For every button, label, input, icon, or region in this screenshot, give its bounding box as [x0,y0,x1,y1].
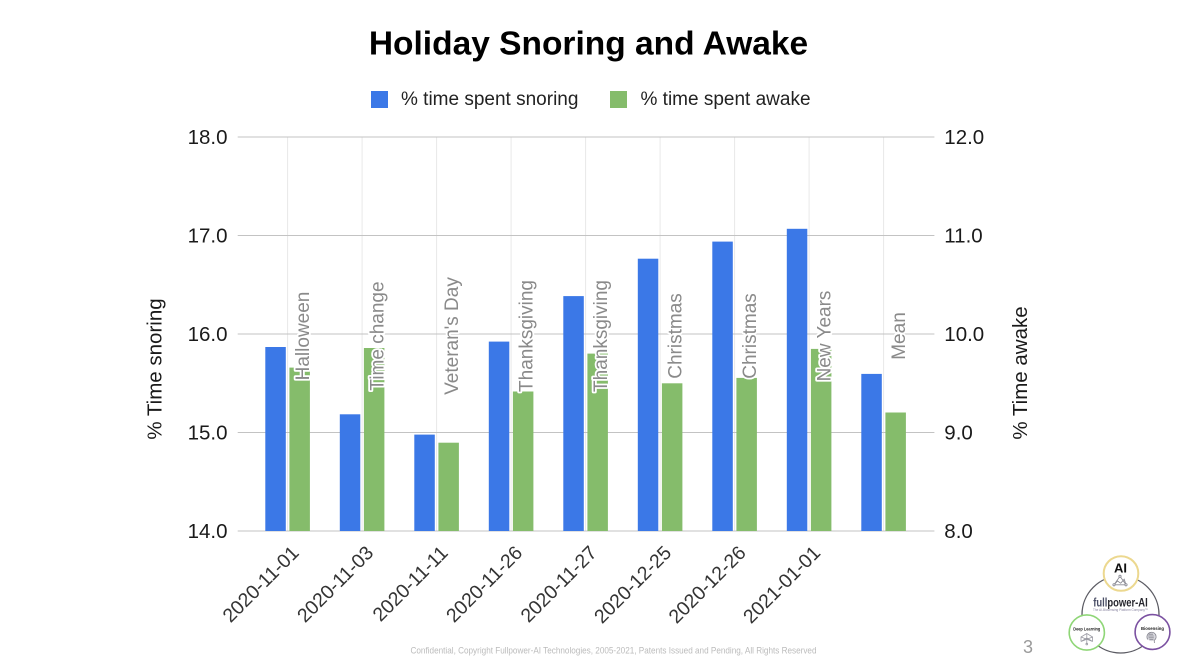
svg-text:3: 3 [1023,637,1033,657]
svg-text:Time change: Time change [368,281,389,390]
svg-text:% Time awake: % Time awake [1009,306,1032,439]
svg-text:Confidential, Copyright Fullpo: Confidential, Copyright Fullpower-AI Tec… [411,646,817,656]
svg-text:Mean: Mean [889,312,910,360]
svg-text:Deep Learning: Deep Learning [1073,627,1100,632]
svg-text:11.0: 11.0 [944,225,982,248]
svg-text:18.0: 18.0 [188,126,228,149]
svg-text:8.0: 8.0 [944,520,973,543]
svg-text:AI: AI [1114,561,1127,576]
svg-text:Holiday Snoring and Awake: Holiday Snoring and Awake [369,26,808,63]
svg-text:Christmas: Christmas [666,293,687,379]
svg-text:Thanksgiving: Thanksgiving [517,280,538,392]
svg-text:9.0: 9.0 [944,422,973,445]
svg-text:10.0: 10.0 [944,323,984,346]
svg-text:% Time snoring: % Time snoring [144,298,167,439]
svg-text:16.0: 16.0 [188,323,228,346]
svg-text:Christmas: Christmas [740,293,761,379]
svg-text:The AI-Biosensing Platform Com: The AI-Biosensing Platform Company™ [1093,608,1148,612]
svg-text:Halloween: Halloween [293,292,314,381]
svg-text:Biosensing: Biosensing [1141,626,1164,631]
svg-text:14.0: 14.0 [188,520,228,543]
svg-text:Thanksgiving: Thanksgiving [591,280,612,392]
svg-text:Veteran's Day: Veteran's Day [442,277,463,395]
svg-text:% time spent awake: % time spent awake [641,89,811,110]
svg-text:% time spent snoring: % time spent snoring [401,89,578,110]
svg-text:New Years: New Years [815,291,836,382]
svg-text:15.0: 15.0 [188,422,228,445]
svg-text:12.0: 12.0 [944,126,984,149]
svg-text:fullpower-AI: fullpower-AI [1093,596,1148,610]
svg-text:17.0: 17.0 [188,225,228,248]
